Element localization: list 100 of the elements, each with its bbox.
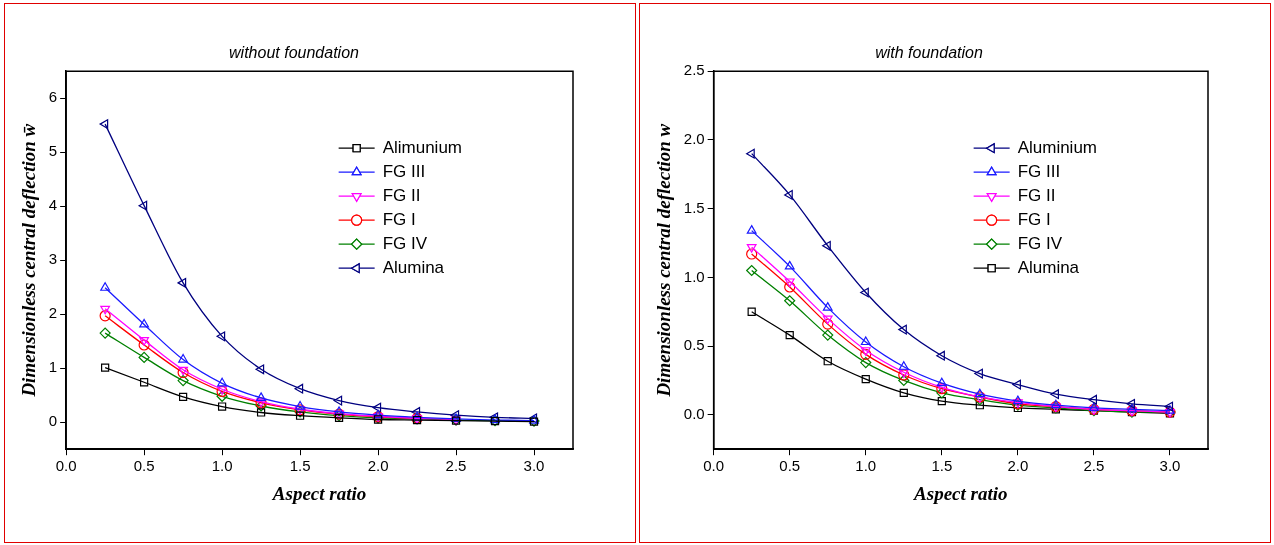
x-tick-label: 2.5 [445, 457, 467, 475]
point [898, 324, 907, 335]
point [975, 401, 984, 410]
legend-label: Alumina [382, 257, 445, 277]
point [1126, 398, 1136, 409]
point [1050, 399, 1061, 409]
legend-label: Alumina [1017, 257, 1080, 277]
point [139, 337, 150, 346]
y-axis-title: Dimensionless central deflection w̄ [18, 123, 40, 398]
chart-title: with foundation [875, 44, 983, 62]
legend-label: FG III [1017, 161, 1061, 181]
y-tick-label: 2.0 [683, 130, 705, 148]
point [823, 357, 832, 366]
point [784, 260, 795, 270]
point [822, 302, 833, 311]
x-tick-label: 0.0 [703, 457, 725, 475]
chart-title: without foundation [229, 44, 360, 62]
point [256, 408, 266, 417]
y-axis-title: Dimensionless central deflection w [653, 123, 675, 398]
legend-label: Alimunium [382, 137, 462, 157]
x-tick-label: 2.0 [367, 457, 389, 475]
y-tick-label: 5 [48, 142, 58, 160]
point [747, 307, 756, 316]
point [860, 357, 872, 369]
point [139, 318, 150, 328]
point [974, 368, 983, 379]
x-tick-label: 3.0 [1159, 457, 1181, 475]
point [139, 378, 149, 387]
y-tick-label: 2.5 [683, 61, 705, 79]
point [101, 363, 110, 372]
point [372, 402, 382, 413]
y-tick-label: 4 [48, 196, 58, 214]
point [899, 388, 908, 397]
y-tick-label: 1.5 [683, 198, 705, 216]
point [784, 189, 793, 200]
x-axis-title: Aspect ratio [271, 482, 367, 504]
point [217, 377, 228, 387]
point [1012, 379, 1021, 390]
point [100, 305, 111, 315]
point [822, 240, 831, 251]
point [822, 318, 834, 330]
point [784, 295, 796, 307]
point [100, 282, 111, 291]
y-tick-label: 0 [48, 412, 58, 430]
point [1050, 389, 1059, 400]
y-tick-label: 6 [48, 88, 58, 106]
legend-label: FG IV [382, 233, 428, 253]
point [178, 353, 189, 363]
y-tick-label: 1.0 [683, 267, 705, 285]
x-tick-label: 2.5 [1083, 457, 1105, 475]
point [974, 388, 985, 398]
legend-label: Aluminium [1017, 137, 1097, 157]
point [785, 330, 794, 340]
point [936, 377, 947, 387]
point [1127, 403, 1137, 413]
point [138, 200, 148, 211]
x-tick-label: 0.5 [133, 457, 155, 475]
point [936, 350, 945, 361]
point [216, 331, 226, 342]
legend-label: FG III [382, 161, 426, 181]
point [936, 387, 948, 399]
legend-label: FG IV [1017, 233, 1063, 253]
point [937, 396, 946, 406]
legend-label: FG II [1017, 185, 1056, 205]
point [177, 277, 187, 288]
point [256, 392, 267, 401]
point [138, 351, 150, 363]
point [217, 402, 227, 411]
point [99, 327, 111, 339]
point [99, 310, 111, 322]
point [373, 409, 383, 419]
point [334, 406, 344, 416]
y-tick-label: 1 [48, 358, 58, 376]
point [1088, 394, 1098, 405]
point [746, 264, 758, 277]
point [860, 287, 869, 298]
point [255, 364, 265, 375]
y-tick-label: 2 [48, 304, 58, 322]
point [333, 395, 343, 406]
legend-label: FG I [382, 209, 416, 229]
point [822, 315, 833, 325]
point [861, 374, 870, 384]
legend-label: FG II [382, 185, 421, 205]
point [898, 361, 909, 370]
y-tick-label: 3 [48, 250, 58, 268]
point [746, 248, 758, 260]
point [1165, 405, 1175, 414]
point [295, 411, 305, 420]
x-tick-label: 3.0 [523, 457, 545, 475]
point [412, 411, 422, 421]
legend-label: FG I [1017, 209, 1051, 229]
point [898, 374, 910, 387]
point [746, 148, 755, 159]
y-tick-label: 0.0 [683, 404, 705, 422]
y-tick-label: 0.5 [683, 336, 705, 354]
point [138, 339, 150, 351]
point [295, 400, 306, 410]
x-tick-label: 1.0 [211, 457, 233, 475]
x-tick-label: 1.5 [931, 457, 953, 475]
x-tick-label: 2.0 [1007, 457, 1029, 475]
